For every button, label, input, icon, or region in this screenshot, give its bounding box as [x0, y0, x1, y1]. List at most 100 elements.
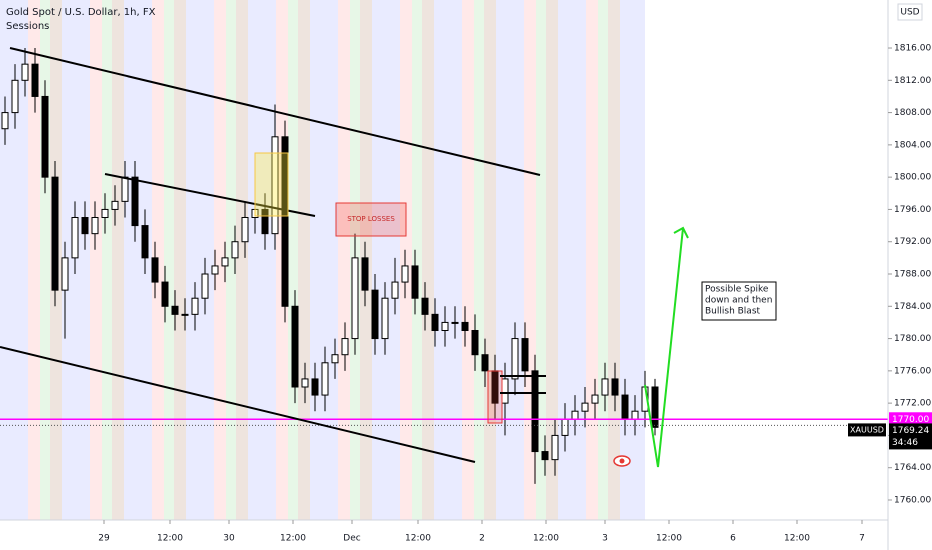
session-band: [174, 0, 186, 520]
session-band: [102, 0, 112, 520]
candle-body: [311, 378, 319, 396]
session-band: [214, 0, 226, 520]
candle-body: [21, 63, 29, 81]
stop-loss-label: STOP LOSSES: [347, 215, 395, 223]
y-tick-label: 1772.00: [894, 399, 931, 409]
indicator-label: Sessions: [6, 21, 49, 32]
countdown-label: 34:46: [892, 438, 918, 448]
x-tick-label: 12:00: [405, 534, 431, 544]
candle-body: [191, 297, 199, 315]
projection-arrow: [644, 227, 684, 468]
candle-body: [281, 136, 289, 307]
session-band: [124, 0, 152, 520]
note-box: [701, 281, 777, 321]
candle-body: [391, 281, 399, 299]
session-band: [310, 0, 338, 520]
candle-body: [271, 136, 279, 235]
x-tick-label: 2: [479, 534, 485, 544]
price-line-label: 1770.00: [892, 415, 929, 425]
candle-body: [551, 434, 559, 461]
session-band: [400, 0, 412, 520]
currency-label: USD: [900, 8, 919, 18]
y-tick-label: 1812.00: [894, 76, 931, 86]
candle-body: [581, 402, 589, 412]
candle-body: [161, 281, 169, 307]
candle-body: [521, 338, 529, 372]
arrow-head: [673, 226, 689, 239]
candle-body: [61, 257, 69, 291]
last-price-tag: [889, 423, 932, 450]
candle-body: [511, 338, 519, 380]
candle-body: [411, 265, 419, 299]
candle-body: [51, 176, 59, 291]
candle-body: [261, 208, 269, 235]
candle-body: [651, 386, 659, 428]
candle-body: [471, 329, 479, 356]
session-band: [536, 0, 546, 520]
session-background: [0, 0, 645, 520]
trend-line: [104, 173, 316, 217]
price-line-tag: [889, 412, 932, 427]
candle-body: [81, 217, 89, 235]
candle-body: [221, 257, 229, 267]
session-band: [546, 0, 558, 520]
session-band: [112, 0, 124, 520]
candle-body: [11, 79, 19, 114]
candle-body: [111, 200, 119, 210]
candle-body: [401, 265, 409, 283]
candle-body: [101, 208, 109, 219]
candle-body: [571, 410, 579, 420]
candle-body: [241, 217, 249, 243]
candle-body: [171, 305, 179, 315]
y-tick-label: 1816.00: [894, 44, 931, 54]
x-tick-label: 12:00: [784, 534, 810, 544]
x-tick-label: Dec: [343, 534, 360, 544]
candle-body: [291, 305, 299, 388]
session-band: [90, 0, 102, 520]
x-tick-label: 12:00: [280, 534, 306, 544]
highlight-box: [254, 152, 289, 217]
candle-body: [211, 265, 219, 275]
candle-body: [461, 321, 469, 331]
candle-body: [561, 418, 569, 436]
candle-body: [531, 370, 539, 453]
eye-icon: [613, 455, 631, 467]
candle-body: [151, 257, 159, 283]
note-line: Bullish Blast: [705, 307, 761, 317]
y-tick-label: 1780.00: [894, 334, 931, 344]
candle-body: [591, 394, 599, 404]
session-band: [434, 0, 462, 520]
session-band: [598, 0, 608, 520]
y-tick-label: 1764.00: [894, 463, 931, 473]
x-tick-label: 12:00: [656, 534, 682, 544]
candle-body: [141, 225, 149, 259]
candle-body: [431, 313, 439, 331]
candle-body: [621, 394, 629, 420]
session-band: [288, 0, 298, 520]
y-tick-label: 1804.00: [894, 140, 931, 150]
y-tick-label: 1800.00: [894, 173, 931, 183]
candle-body: [341, 338, 349, 356]
session-band: [40, 0, 50, 520]
session-band: [226, 0, 236, 520]
currency-box: [897, 3, 923, 21]
session-band: [28, 0, 40, 520]
candle-body: [631, 410, 639, 420]
session-band: [620, 0, 645, 520]
y-tick-label: 1784.00: [894, 302, 931, 312]
trend-line: [9, 47, 541, 176]
symbol-tag: [848, 423, 886, 437]
trend-line: [0, 346, 476, 463]
candle-body: [231, 241, 239, 259]
session-band: [558, 0, 586, 520]
candle-body: [501, 378, 509, 404]
x-tick-label: 6: [730, 534, 736, 544]
session-band: [248, 0, 276, 520]
time-axis: [0, 520, 888, 550]
candle-body: [611, 378, 619, 396]
session-band: [608, 0, 620, 520]
session-band: [496, 0, 524, 520]
session-band: [422, 0, 434, 520]
plot: [0, 48, 888, 484]
session-band: [586, 0, 598, 520]
